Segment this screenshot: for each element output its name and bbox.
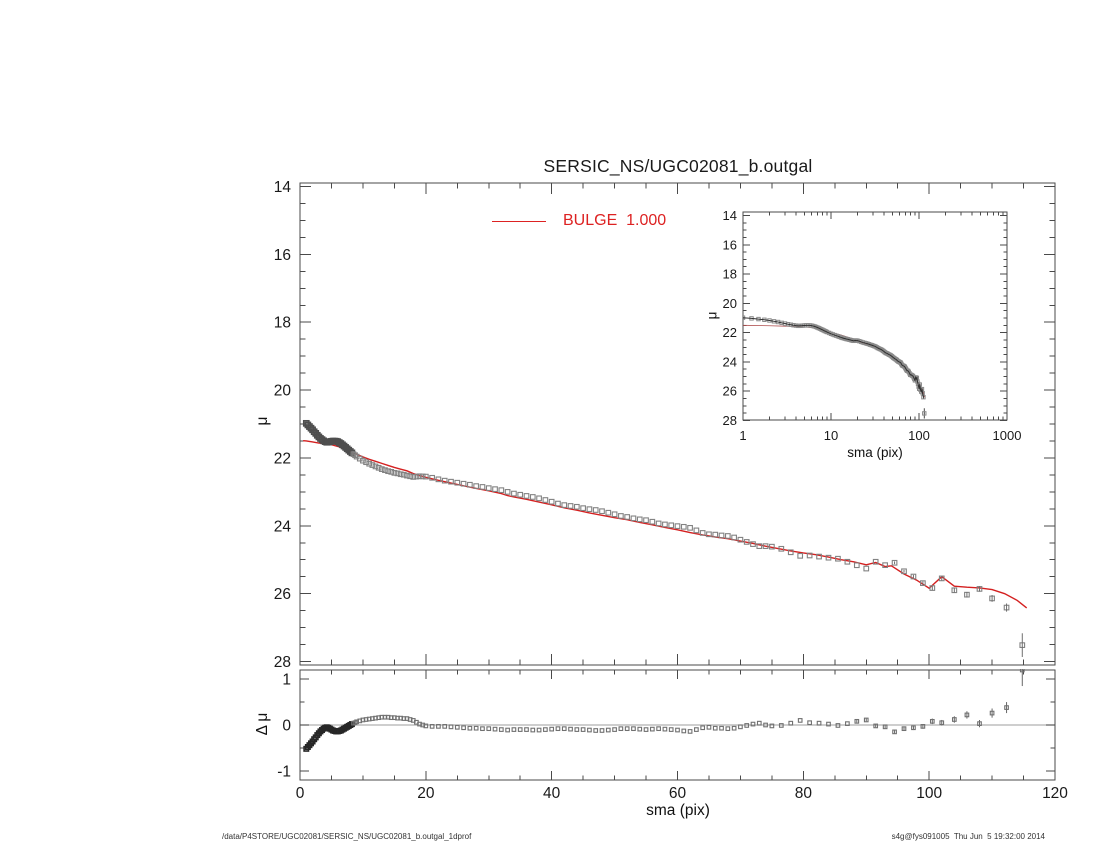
inset-points (743, 315, 927, 419)
svg-text:100: 100 (916, 785, 942, 802)
main-data (302, 419, 1028, 658)
main-frame (299, 182, 1056, 666)
residual-y-axis-label: Δ μ (254, 712, 271, 736)
svg-text:120: 120 (1042, 785, 1068, 802)
svg-text:20: 20 (417, 785, 435, 802)
svg-text:16: 16 (723, 237, 737, 252)
error-bars (894, 561, 1023, 658)
svg-text:26: 26 (723, 384, 737, 399)
main-ticks (299, 183, 1056, 665)
svg-text:20: 20 (723, 296, 737, 311)
svg-text:60: 60 (669, 785, 687, 802)
main-panel: 14 16 18 20 22 24 26 28 (274, 179, 1056, 671)
svg-text:14: 14 (274, 179, 292, 196)
svg-text:1: 1 (282, 672, 291, 689)
svg-text:0: 0 (282, 718, 291, 735)
inset-frame (742, 211, 1008, 421)
svg-text:80: 80 (795, 785, 813, 802)
x-axis-label: sma (pix) (646, 802, 710, 819)
svg-text:0: 0 (296, 785, 305, 802)
svg-text:1000: 1000 (993, 428, 1022, 443)
svg-text:10: 10 (824, 428, 838, 443)
svg-text:28: 28 (274, 654, 291, 671)
x-tick-labels: 0 20 40 60 80 100 120 (296, 785, 1069, 802)
svg-text:20: 20 (274, 383, 292, 400)
svg-text:28: 28 (723, 413, 737, 428)
legend-line-swatch (492, 221, 546, 222)
svg-text:24: 24 (274, 518, 292, 535)
inset-data (743, 315, 927, 419)
svg-text:14: 14 (723, 208, 737, 223)
legend-label: BULGE 1.000 (563, 212, 667, 229)
footer-user-timestamp: s4g@fys091005 Thu Jun 5 19:32:00 2014 (891, 832, 1045, 841)
svg-text:16: 16 (274, 247, 291, 264)
main-y-axis-label: μ (254, 416, 271, 426)
inset-ticks (742, 212, 1008, 421)
svg-text:-1: -1 (277, 763, 291, 780)
model-line (303, 439, 1028, 609)
inset-tick-labels: 14 16 18 20 22 24 26 281 10 100 1000 (723, 208, 1022, 443)
svg-text:22: 22 (723, 325, 737, 340)
svg-text:100: 100 (908, 428, 930, 443)
residual-tick-labels: -1 0 1 (277, 672, 291, 781)
svg-text:40: 40 (543, 785, 561, 802)
inset-panel: 14 16 18 20 22 24 26 281 10 100 1000 (723, 208, 1022, 443)
residual-data (303, 669, 1025, 752)
inset-data-line (743, 317, 924, 398)
svg-text:18: 18 (274, 315, 291, 332)
inset-x-axis-label: sma (pix) (847, 445, 903, 460)
page-title: SERSIC_NS/UGC02081_b.outgal (543, 156, 813, 176)
residual-ticks (299, 670, 1056, 780)
data-points (302, 419, 1026, 648)
svg-text:22: 22 (274, 450, 291, 467)
svg-text:24: 24 (723, 354, 737, 369)
inset-y-axis-label: μ (704, 311, 720, 320)
footer-file-path: /data/P4STORE/UGC02081/SERSIC_NS/UGC0208… (222, 832, 472, 841)
svg-text:1: 1 (739, 428, 746, 443)
svg-text:26: 26 (274, 586, 291, 603)
svg-text:18: 18 (723, 267, 737, 282)
main-y-tick-labels: 14 16 18 20 22 24 26 28 (274, 179, 292, 671)
